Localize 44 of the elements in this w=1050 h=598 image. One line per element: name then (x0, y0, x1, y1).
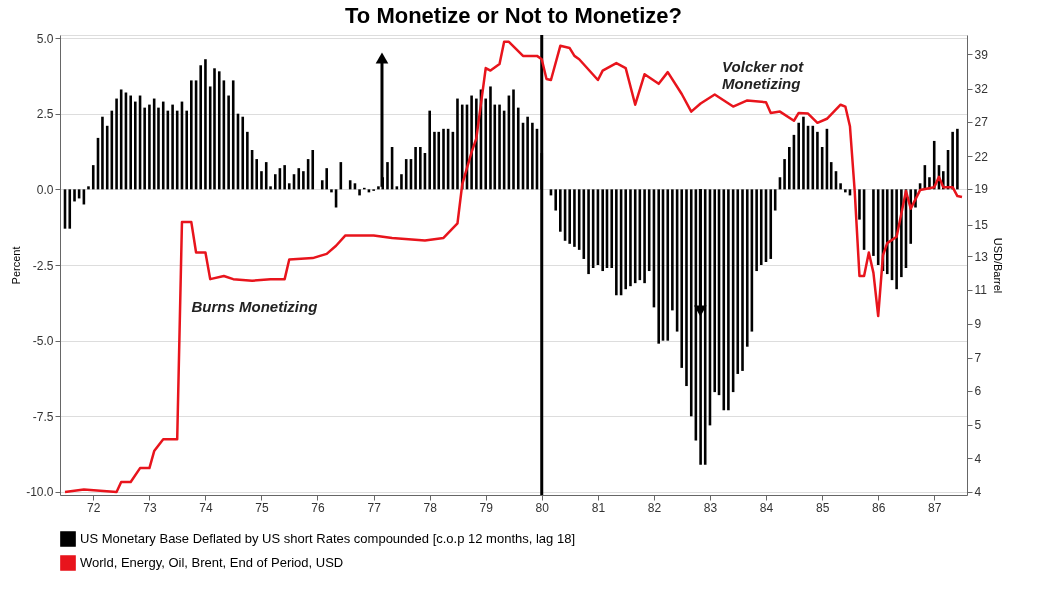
x-tick-label: 83 (703, 500, 718, 515)
annotation: Volcker not Monetizing (722, 58, 805, 93)
y2-tick-label: 11 (974, 283, 988, 298)
annotation: Burns Monetizing (191, 297, 318, 315)
y2-tick-label: 13 (974, 249, 989, 264)
y-axis-title: Percent (10, 246, 23, 285)
x-tick-label: 72 (87, 500, 101, 515)
x-tick-label: 86 (872, 500, 886, 515)
y2-tick-label: 39 (974, 47, 989, 62)
y-tick-label: 0.0 (36, 182, 54, 197)
y2-tick-label: 4 (974, 451, 982, 466)
x-tick-label: 73 (143, 500, 157, 515)
y2-tick-label: 6 (974, 384, 982, 399)
x-tick-label: 85 (815, 500, 830, 515)
x-tick-label: 80 (535, 500, 550, 515)
y2-tick-label: 32 (974, 82, 989, 97)
x-tick-label: 74 (199, 500, 213, 515)
chart-title: To Monetize or Not to Monetize? (345, 3, 682, 29)
x-tick-label: 82 (647, 500, 662, 515)
y-tick-label: -2.5 (32, 258, 54, 273)
y-tick-label: -5.0 (32, 334, 54, 349)
y2-tick-label: 4 (974, 485, 982, 500)
y2-tick-label: 19 (974, 182, 989, 197)
legend-label: US Monetary Base Deflated by US short Rates compounded [c.o.p 12 months, lag 18] (80, 531, 575, 546)
x-tick-label: 75 (255, 500, 269, 515)
x-tick-label: 77 (367, 500, 382, 515)
x-tick-label: 84 (759, 500, 774, 515)
y2-tick-label: 22 (974, 149, 989, 164)
y-tick-label: -7.5 (32, 409, 54, 424)
y2-tick-label: 27 (974, 115, 989, 130)
y-tick-label: 2.5 (36, 107, 54, 122)
x-tick-label: 79 (479, 500, 494, 515)
y2-tick-label: 7 (974, 351, 982, 366)
y2-axis-title: USD/Barrel (991, 237, 1004, 294)
y2-tick-label: 15 (974, 218, 989, 233)
x-tick-label: 87 (928, 500, 942, 515)
y2-tick-label: 5 (974, 418, 982, 433)
y2-tick-label: 9 (974, 317, 982, 332)
y-tick-label: 5.0 (36, 31, 54, 46)
legend-label: World, Energy, Oil, Brent, End of Period, USD (80, 555, 344, 570)
x-tick-label: 76 (311, 500, 325, 515)
y-tick-label: -10.0 (26, 485, 54, 500)
x-tick-label: 81 (591, 500, 606, 515)
x-tick-label: 78 (423, 500, 438, 515)
